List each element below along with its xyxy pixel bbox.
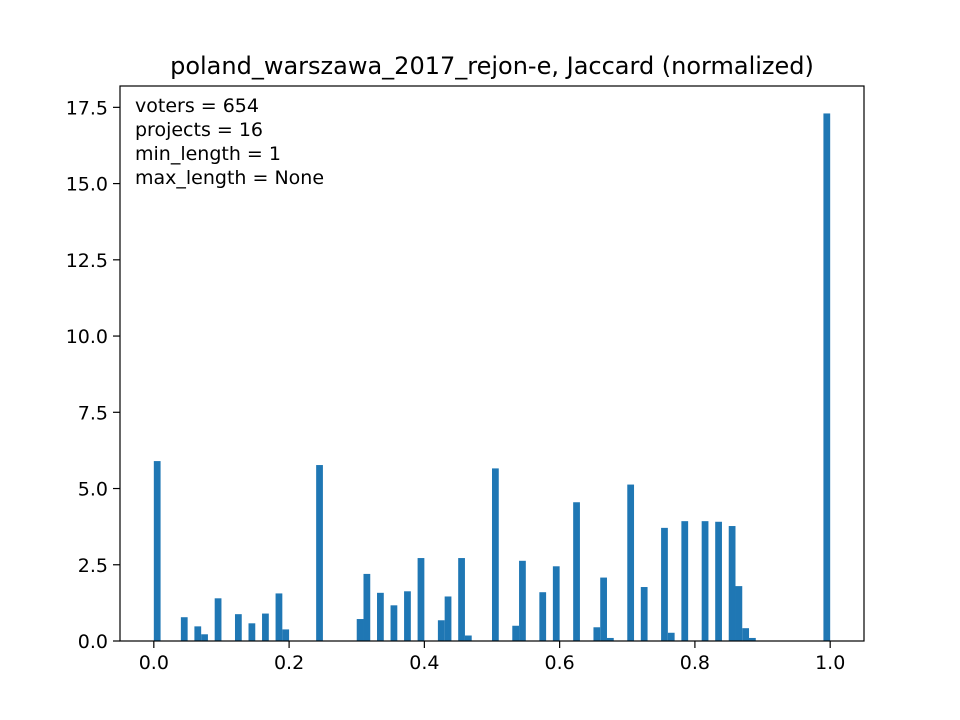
bar	[519, 560, 526, 641]
bar	[701, 521, 709, 641]
x-tick-label: 0.8	[680, 652, 710, 674]
y-tick-label: 15.0	[66, 174, 108, 196]
y-tick-label: 7.5	[78, 402, 108, 424]
bar	[437, 620, 445, 641]
bar	[667, 632, 675, 641]
bar	[363, 573, 371, 641]
y-tick-label: 2.5	[78, 555, 108, 577]
bar	[377, 592, 384, 641]
x-tick-label: 0.6	[545, 652, 575, 674]
bar	[552, 566, 560, 641]
bar	[661, 527, 668, 641]
chart-title: poland_warszawa_2017_rejon-e, Jaccard (n…	[170, 52, 814, 80]
bar	[492, 468, 499, 641]
bar	[464, 635, 472, 641]
x-tick-label: 0.0	[139, 652, 169, 674]
bar	[417, 558, 425, 641]
bar	[282, 629, 290, 641]
bar	[201, 634, 208, 641]
bar	[404, 591, 411, 641]
bars-group	[153, 113, 831, 641]
bar	[458, 558, 465, 641]
y-tick-label: 10.0	[66, 326, 108, 348]
bar	[715, 521, 722, 641]
bar	[606, 637, 614, 641]
bar	[742, 628, 750, 641]
annotation-line: min_length = 1	[135, 143, 281, 165]
y-tick-label: 0.0	[78, 631, 108, 653]
bar	[444, 596, 452, 641]
annotation-line: projects = 16	[135, 119, 263, 141]
bar	[539, 592, 547, 641]
bar	[234, 614, 242, 641]
bar	[180, 617, 188, 641]
y-tick-label: 12.5	[66, 250, 108, 272]
bar	[356, 619, 364, 641]
bar	[275, 593, 283, 641]
bar	[749, 637, 756, 641]
x-tick-label: 0.2	[274, 652, 304, 674]
bar	[512, 625, 520, 641]
y-tick-label: 17.5	[66, 97, 108, 119]
bar	[262, 613, 269, 641]
bar	[316, 465, 323, 641]
bar	[194, 626, 202, 641]
x-tick-label: 0.4	[409, 652, 439, 674]
annotation-line: voters = 654	[135, 95, 259, 117]
bar	[823, 113, 831, 641]
x-tick-label: 1.0	[815, 652, 845, 674]
bar	[248, 623, 256, 641]
bar	[593, 627, 601, 641]
bar	[627, 484, 635, 641]
bar	[600, 577, 607, 641]
bar	[153, 461, 161, 641]
bar	[214, 598, 222, 641]
bar	[681, 521, 689, 641]
x-axis: 0.0 0.2 0.4 0.6 0.8 1.0	[139, 641, 845, 674]
bar	[573, 502, 580, 641]
y-tick-label: 5.0	[78, 479, 108, 501]
annotation-line: max_length = None	[135, 167, 324, 189]
bar	[735, 586, 743, 641]
bar	[390, 605, 398, 641]
bar	[640, 587, 648, 641]
bar	[728, 526, 736, 641]
axes-frame	[119, 85, 865, 642]
y-axis: 0.0 2.5 5.0 7.5 10.0 12.5 15.0 17.5	[66, 97, 120, 653]
